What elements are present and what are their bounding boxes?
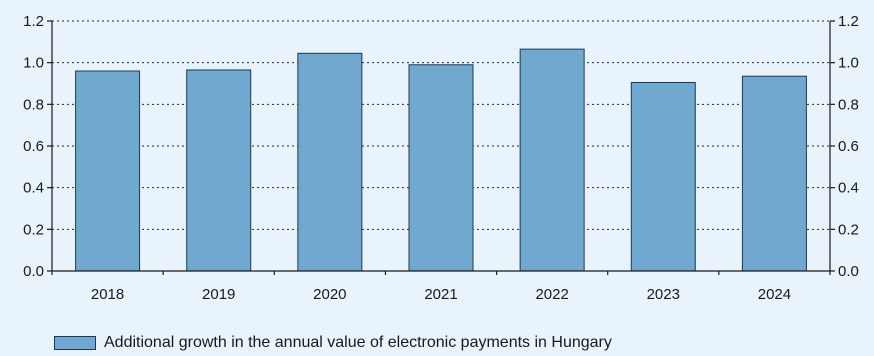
y-tick-label-right: 1.0 (838, 55, 859, 72)
bar (741, 75, 807, 272)
y-tick-label-right: 0.2 (838, 221, 859, 238)
x-tick-label: 2024 (758, 286, 791, 303)
y-tick-label-left: 0.8 (23, 96, 44, 113)
y-tick-label-right: 0.4 (838, 180, 859, 197)
bar (519, 48, 585, 272)
legend-label: Additional growth in the annual value of… (104, 334, 612, 351)
bar (408, 64, 474, 272)
x-tick-label: 2021 (424, 286, 457, 303)
y-tick-label-right: 0.6 (838, 138, 859, 155)
x-tick-label: 2022 (535, 286, 568, 303)
y-tick-label-left: 0.4 (23, 180, 44, 197)
y-tick-label-left: 0.2 (23, 221, 44, 238)
bar (297, 52, 363, 272)
bar (630, 81, 696, 272)
y-tick-label-left: 1.0 (23, 55, 44, 72)
y-tick-label-right: 1.2 (838, 13, 859, 30)
legend: Additional growth in the annual value of… (54, 334, 612, 352)
y-tick-label-left: 0.0 (23, 263, 44, 280)
y-tick-label-right: 0.8 (838, 96, 859, 113)
y-tick-label-left: 0.6 (23, 138, 44, 155)
legend-swatch (54, 336, 96, 350)
x-tick-label: 2020 (313, 286, 346, 303)
bar (75, 70, 141, 272)
x-tick-label: 2023 (647, 286, 680, 303)
bar-chart: 0.0 0.2 0.4 0.6 0.8 1.0 1.2 0.0 0.2 0.4 0.6 0.8 1.0 1… (23, 13, 859, 303)
bar (186, 69, 252, 272)
y-tick-label-left: 1.2 (23, 13, 44, 30)
y-tick-label-right: 0.0 (838, 263, 859, 280)
x-tick-label: 2019 (202, 286, 235, 303)
x-tick-label: 2018 (91, 286, 124, 303)
